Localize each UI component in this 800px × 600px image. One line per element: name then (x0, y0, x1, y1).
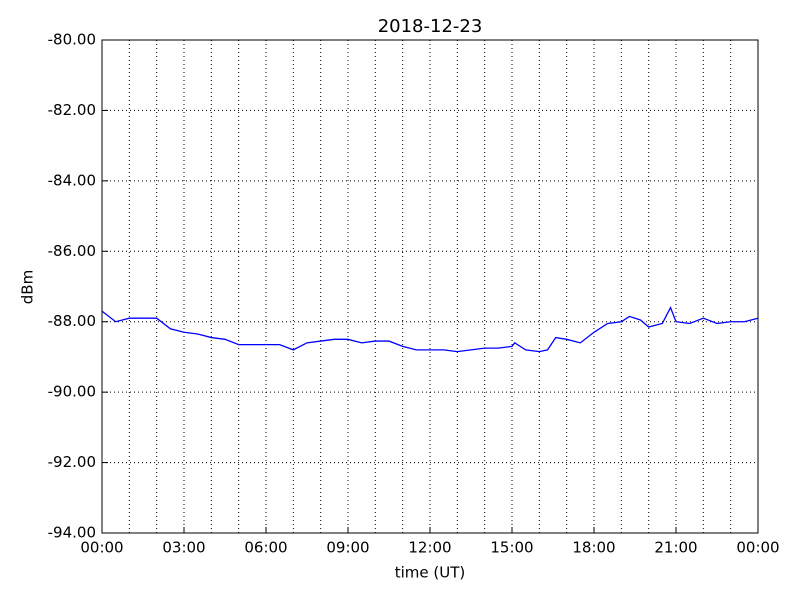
x-tick-label: 09:00 (326, 539, 369, 557)
x-tick-label: 18:00 (572, 539, 615, 557)
x-axis-label: time (UT) (395, 564, 466, 582)
y-tick-label: -92.00 (48, 453, 96, 471)
x-tick-label: 00:00 (80, 539, 123, 557)
y-tick-label: -82.00 (48, 101, 96, 119)
x-tick-label: 03:00 (162, 539, 205, 557)
x-tick-label: 15:00 (490, 539, 533, 557)
x-tick-label: 00:00 (736, 539, 779, 557)
y-axis-label: dBm (19, 270, 37, 304)
x-tick-label: 21:00 (654, 539, 697, 557)
y-tick-label: -84.00 (48, 171, 96, 189)
x-tick-label: 06:00 (244, 539, 287, 557)
chart-title: 2018-12-23 (378, 16, 483, 37)
y-tick-label: -80.00 (48, 31, 96, 49)
y-tick-label: -86.00 (48, 242, 96, 260)
plot-frame (101, 39, 759, 534)
y-tick-label: -88.00 (48, 312, 96, 330)
data-line (101, 306, 759, 353)
x-tick-label: 12:00 (408, 539, 451, 557)
y-tick-label: -90.00 (48, 383, 96, 401)
y-tick-label: -94.00 (48, 524, 96, 542)
